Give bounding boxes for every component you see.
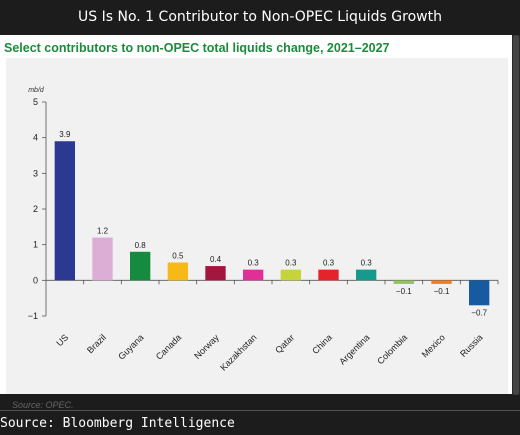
footer-source: Source: Bloomberg Intelligence bbox=[0, 416, 235, 431]
x-tick-label: US bbox=[54, 332, 70, 348]
bar-us bbox=[54, 141, 76, 281]
bar-mexico bbox=[431, 280, 452, 284]
data-label: 0.4 bbox=[210, 255, 222, 264]
x-tick-label: Canada bbox=[154, 332, 183, 361]
bar-canada bbox=[167, 262, 189, 281]
data-label: 0.3 bbox=[285, 259, 297, 268]
x-tick-label: Argentina bbox=[337, 332, 371, 366]
data-label: −0.7 bbox=[471, 308, 487, 317]
bar-guyana bbox=[129, 251, 151, 281]
y-tick-label: 5 bbox=[33, 97, 38, 107]
data-label: 1.2 bbox=[97, 227, 109, 236]
x-tick-label: Kazakhstan bbox=[218, 332, 258, 372]
header-title: US Is No. 1 Contributor to Non-OPEC Liqu… bbox=[78, 9, 442, 25]
divider bbox=[0, 410, 520, 411]
y-tick-label: 0 bbox=[33, 275, 38, 285]
x-tick-label: China bbox=[310, 332, 334, 356]
chart-area: mb/d 5 4 3 2 1 0 −1 3.9 US 1.2 Brazil 0.8 Guyana 0.5 Ca… bbox=[6, 58, 508, 410]
bar-russia bbox=[468, 280, 490, 306]
x-tick-label: Norway bbox=[192, 332, 221, 361]
y-tick-label: −1 bbox=[28, 311, 38, 321]
y-tick-label: 4 bbox=[33, 133, 38, 143]
data-label: 0.8 bbox=[135, 241, 147, 250]
bar-qatar bbox=[280, 269, 302, 281]
data-label: 0.3 bbox=[361, 259, 373, 268]
chart-source-note: Source: OPEC. bbox=[12, 400, 74, 410]
data-label: 0.3 bbox=[248, 259, 260, 268]
bar-chart: mb/d 5 4 3 2 1 0 −1 3.9 US 1.2 Brazil 0.8 Guyana 0.5 Ca… bbox=[28, 87, 499, 373]
y-tick-label: 3 bbox=[33, 168, 38, 178]
vertical-scrollbar[interactable] bbox=[512, 35, 520, 395]
y-tick-label: 1 bbox=[33, 240, 38, 250]
scrollbar-thumb[interactable] bbox=[513, 35, 519, 395]
x-tick-label: Mexico bbox=[420, 332, 447, 359]
y-tick-label: 2 bbox=[33, 204, 38, 214]
x-tick-label: Brazil bbox=[85, 332, 108, 355]
data-label: 0.3 bbox=[323, 259, 335, 268]
footer: Source: Bloomberg Intelligence bbox=[0, 412, 520, 435]
data-label: 3.9 bbox=[59, 130, 71, 139]
data-label: −0.1 bbox=[434, 287, 450, 296]
bar-colombia bbox=[393, 280, 415, 284]
header-bar: US Is No. 1 Contributor to Non-OPEC Liqu… bbox=[0, 0, 520, 34]
bar-kazakhstan bbox=[242, 269, 264, 281]
x-tick-label: Guyana bbox=[116, 332, 145, 361]
x-tick-label: Colombia bbox=[375, 332, 409, 366]
bar-brazil bbox=[92, 237, 113, 281]
bar-china bbox=[318, 269, 339, 281]
x-tick-label: Qatar bbox=[273, 332, 296, 355]
data-label: −0.1 bbox=[396, 287, 412, 296]
y-axis-unit-label: mb/d bbox=[28, 87, 45, 94]
x-tick-label: Russia bbox=[458, 332, 485, 359]
data-label: 0.5 bbox=[172, 252, 184, 261]
bar-argentina bbox=[355, 269, 377, 281]
chart-title: Select contributors to non-OPEC total li… bbox=[4, 41, 390, 55]
bar-norway bbox=[205, 266, 226, 281]
